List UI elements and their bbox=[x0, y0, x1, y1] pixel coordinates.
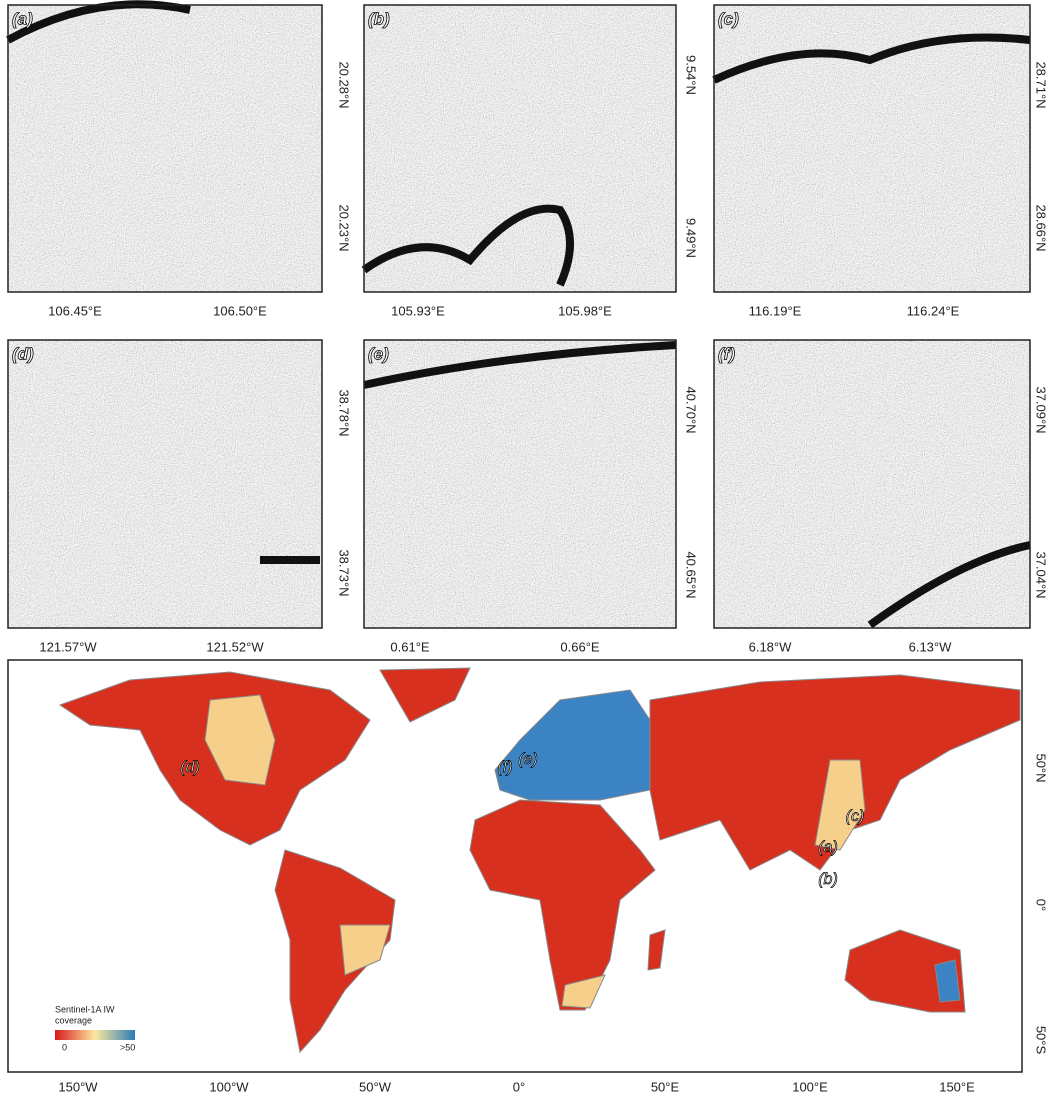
y-tick-label: 37.09°N bbox=[1034, 386, 1049, 433]
world-map: (d) (f) (e) (c) (a) (b) 150°W 100°W 50°W 0° 50°E 10… bbox=[8, 660, 1049, 1094]
x-tick-label: 116.24°E bbox=[907, 303, 960, 318]
x-tick-label: 150°E bbox=[939, 1079, 975, 1094]
sar-image bbox=[8, 5, 322, 292]
image-panels: (a) 106.45°E 106.50°E 20.28°N 20.23°N (b) 105.… bbox=[8, 4, 1049, 654]
figure: (a) 106.45°E 106.50°E 20.28°N 20.23°N (b) 105.… bbox=[0, 0, 1056, 1100]
y-tick-label: 40.70°N bbox=[684, 386, 699, 433]
map-label: (f) bbox=[497, 759, 512, 776]
y-tick-label: 50°S bbox=[1034, 1026, 1049, 1055]
y-tick-label: 9.49°N bbox=[684, 218, 699, 258]
panel-label: (b) bbox=[368, 9, 390, 28]
x-tick-label: 0.61°E bbox=[390, 639, 430, 654]
x-tick-label: 106.45°E bbox=[48, 303, 102, 318]
y-tick-label: 38.73°N bbox=[337, 549, 352, 596]
panel-label: (e) bbox=[368, 344, 389, 363]
legend-min: 0 bbox=[62, 1042, 67, 1052]
x-tick-label: 0.66°E bbox=[560, 639, 600, 654]
legend-title: Sentinel-1A IW bbox=[55, 1004, 115, 1014]
x-tick-label: 100°W bbox=[209, 1079, 249, 1094]
panel-label: (f) bbox=[718, 344, 735, 363]
panel-label: (d) bbox=[12, 344, 34, 363]
x-tick-label: 121.57°W bbox=[39, 639, 97, 654]
image-panel: (c) 116.19°E 116.24°E 28.71°N 28.66°N bbox=[714, 5, 1049, 318]
x-tick-label: 150°W bbox=[58, 1079, 98, 1094]
y-tick-label: 28.66°N bbox=[1034, 204, 1049, 251]
legend-colorbar bbox=[55, 1030, 135, 1040]
sar-image bbox=[714, 5, 1030, 292]
x-tick-label: 6.13°W bbox=[909, 639, 953, 654]
panel-label: (c) bbox=[718, 9, 739, 28]
x-tick-label: 6.18°W bbox=[749, 639, 793, 654]
sar-image bbox=[364, 340, 676, 628]
image-panel: (a) 106.45°E 106.50°E 20.28°N 20.23°N bbox=[8, 4, 352, 318]
sar-image bbox=[714, 340, 1030, 628]
y-tick-label: 38.78°N bbox=[337, 389, 352, 436]
y-tick-label: 20.23°N bbox=[337, 204, 352, 251]
y-tick-label: 28.71°N bbox=[1034, 61, 1049, 108]
image-panel: (b) 105.93°E 105.98°E 9.54°N 9.49°N bbox=[364, 5, 699, 318]
map-label: (c) bbox=[846, 808, 865, 825]
y-tick-label: 37.04°N bbox=[1034, 551, 1049, 598]
x-tick-label: 105.93°E bbox=[391, 303, 445, 318]
y-tick-label: 50°N bbox=[1034, 753, 1049, 782]
map-label: (a) bbox=[818, 839, 838, 856]
image-panel: (d) 121.57°W 121.52°W 38.78°N 38.73°N bbox=[8, 340, 352, 654]
x-tick-label: 100°E bbox=[792, 1079, 828, 1094]
y-tick-label: 0° bbox=[1034, 899, 1049, 911]
x-tick-label: 105.98°E bbox=[558, 303, 612, 318]
x-tick-label: 106.50°E bbox=[213, 303, 267, 318]
legend-max: >50 bbox=[120, 1042, 135, 1052]
image-panel: (f) 6.18°W 6.13°W 37.09°N 37.04°N bbox=[714, 340, 1049, 654]
legend-title: coverage bbox=[55, 1015, 92, 1025]
map-label: (b) bbox=[818, 871, 838, 888]
map-label: (d) bbox=[180, 759, 200, 776]
y-tick-label: 40.65°N bbox=[684, 551, 699, 598]
y-tick-label: 9.54°N bbox=[684, 55, 699, 95]
sar-image bbox=[8, 340, 322, 628]
image-panel: (e) 0.61°E 0.66°E 40.70°N 40.65°N bbox=[364, 340, 699, 654]
x-tick-label: 0° bbox=[513, 1079, 525, 1094]
y-tick-label: 20.28°N bbox=[337, 61, 352, 108]
x-tick-label: 121.52°W bbox=[206, 639, 264, 654]
panel-label: (a) bbox=[12, 9, 33, 28]
map-label: (e) bbox=[518, 751, 538, 768]
x-tick-label: 50°E bbox=[651, 1079, 680, 1094]
x-tick-label: 116.19°E bbox=[749, 303, 802, 318]
x-tick-label: 50°W bbox=[359, 1079, 392, 1094]
